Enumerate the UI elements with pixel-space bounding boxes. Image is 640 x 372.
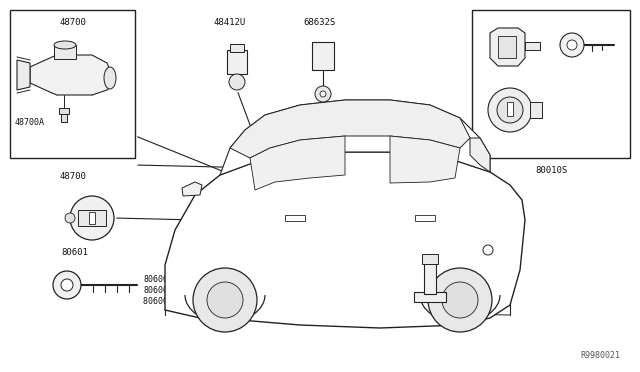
Bar (414, 292, 446, 302)
Text: 48700A: 48700A (15, 118, 45, 127)
Text: R9980021: R9980021 (580, 351, 620, 360)
Circle shape (497, 97, 523, 123)
Polygon shape (470, 138, 490, 172)
Bar (59, 108, 69, 114)
Bar (61, 114, 67, 122)
Bar (424, 262, 436, 294)
Polygon shape (390, 136, 460, 183)
Bar (498, 36, 516, 58)
Text: 80600P(VALET): 80600P(VALET) (143, 286, 208, 295)
Circle shape (442, 282, 478, 318)
Bar (227, 50, 247, 74)
Circle shape (229, 74, 245, 90)
Bar (10, 10, 135, 158)
Polygon shape (230, 100, 470, 158)
Circle shape (320, 91, 326, 97)
Bar (472, 10, 630, 158)
Polygon shape (182, 182, 202, 196)
Text: 80600NA(W/O TRANSPONDER): 80600NA(W/O TRANSPONDER) (143, 297, 263, 306)
Bar (530, 102, 542, 118)
Bar (507, 102, 513, 116)
Bar (312, 42, 334, 70)
Polygon shape (30, 55, 110, 95)
Polygon shape (250, 136, 345, 190)
Ellipse shape (104, 67, 116, 89)
Bar (89, 212, 95, 224)
Circle shape (65, 213, 75, 223)
Bar (525, 42, 540, 50)
Bar (415, 215, 435, 221)
Text: 48412U: 48412U (214, 18, 246, 27)
Bar (54, 45, 76, 59)
Ellipse shape (54, 41, 76, 49)
Bar (78, 210, 106, 226)
Bar (230, 44, 244, 52)
Circle shape (483, 245, 493, 255)
Bar (422, 254, 438, 264)
Text: 48700: 48700 (59, 18, 86, 27)
Polygon shape (490, 28, 525, 66)
Circle shape (207, 282, 243, 318)
Polygon shape (17, 60, 30, 90)
Circle shape (70, 196, 114, 240)
Text: 80010S: 80010S (535, 166, 567, 175)
Text: 48700: 48700 (59, 172, 86, 181)
Text: 80600N(W/TRANSPONDER): 80600N(W/TRANSPONDER) (143, 275, 248, 284)
Circle shape (567, 40, 577, 50)
Polygon shape (220, 100, 490, 175)
Circle shape (488, 88, 532, 132)
Circle shape (193, 268, 257, 332)
Circle shape (560, 33, 584, 57)
Circle shape (315, 86, 331, 102)
Circle shape (428, 268, 492, 332)
Polygon shape (165, 152, 525, 328)
Text: 88694S: 88694S (483, 270, 515, 279)
Circle shape (61, 279, 73, 291)
Bar (285, 215, 305, 221)
Text: 80601: 80601 (61, 248, 88, 257)
Circle shape (53, 271, 81, 299)
Text: 68632S: 68632S (304, 18, 336, 27)
